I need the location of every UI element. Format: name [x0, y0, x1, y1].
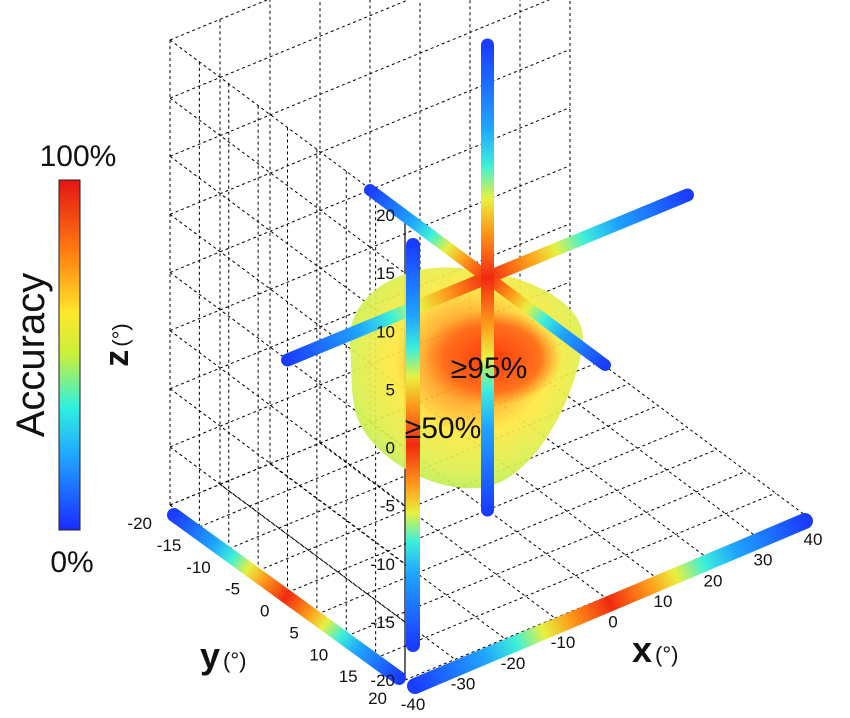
x-tick-label: -30	[451, 674, 476, 693]
z-tick-label: 5	[386, 380, 395, 399]
z-axis-unit: (°)	[108, 323, 133, 346]
y-tick-label: 20	[368, 689, 387, 708]
grid-line	[169, 48, 571, 215]
colorbar-min-label: 0%	[50, 546, 93, 579]
grid-line	[169, 165, 571, 332]
x-axis-letter: x	[632, 629, 652, 670]
grid-line	[169, 446, 406, 623]
z-tick-label: -20	[370, 671, 395, 690]
z-tick-label: -5	[380, 497, 395, 516]
colorbar-max-label: 100%	[40, 140, 117, 173]
y-axis-label: y (°)	[200, 635, 246, 676]
x-tick-label: 10	[654, 592, 673, 611]
x-axis-ticks: -40 -30 -20 -10 0 10 20 30 40	[401, 530, 823, 714]
x-tick-label: 30	[754, 551, 773, 570]
z-tick-label: 0	[386, 439, 395, 458]
x-axis-label: x (°)	[632, 629, 678, 670]
grid-line	[169, 388, 406, 565]
z-tick-label: -10	[370, 555, 395, 574]
grid-line	[169, 0, 551, 157]
grid-line	[169, 155, 406, 332]
y-tick-label: -5	[225, 580, 240, 599]
y-tick-label: 0	[260, 602, 269, 621]
grid-line	[169, 39, 406, 216]
x-tick-label: 40	[804, 530, 823, 549]
z-axis-label: z (°)	[98, 323, 136, 366]
y-tick-label: 10	[309, 645, 328, 664]
x-tick-label: 20	[704, 571, 723, 590]
y-projection-bar	[167, 508, 406, 685]
x-tick-label: -10	[551, 633, 576, 652]
grid-line	[169, 0, 269, 41]
y-axis-unit: (°)	[223, 648, 246, 673]
grid-line	[169, 213, 406, 390]
z-tick-label: 15	[376, 264, 395, 283]
x-projection-bar	[407, 513, 813, 694]
x-tick-label: -40	[401, 695, 426, 714]
region-label-50: ≥50%	[405, 412, 482, 445]
svg-text:z(°): z (°)	[98, 323, 136, 366]
colorbar-title: Accuracy	[9, 273, 53, 438]
rods	[167, 38, 813, 694]
y-axis-letter: y	[200, 635, 220, 676]
colorbar: 100% 0% Accuracy	[9, 140, 116, 579]
grid-line	[375, 492, 776, 659]
y-tick-label: 5	[289, 623, 298, 642]
y-tick-label: -20	[127, 514, 152, 533]
grid-line	[316, 448, 718, 615]
x-tick-label: 0	[608, 613, 617, 632]
x-axis-unit: (°)	[655, 642, 678, 667]
z-axis-ticks: -20 -15 -10 -5 0 5 10 15 20	[370, 206, 395, 690]
y-tick-label: 15	[339, 667, 358, 686]
y-tick-label: -15	[157, 536, 182, 555]
grid-line	[169, 0, 410, 99]
y-axis-ticks: -20 -15-10 -5 0 5 10 15 20	[127, 514, 387, 708]
y-tick-label: -10	[186, 558, 211, 577]
colorbar-gradient	[58, 179, 81, 531]
grid-line	[257, 405, 659, 572]
z-tick-label: 20	[376, 206, 395, 225]
z-tick-label: 10	[376, 322, 395, 341]
grid-line	[169, 97, 406, 274]
region-label-95: ≥95%	[451, 352, 528, 385]
x-tick-label: -20	[501, 654, 526, 673]
grid-line	[169, 330, 406, 507]
z-axis-letter: z	[98, 350, 136, 367]
z-tick-label: -15	[370, 613, 395, 632]
